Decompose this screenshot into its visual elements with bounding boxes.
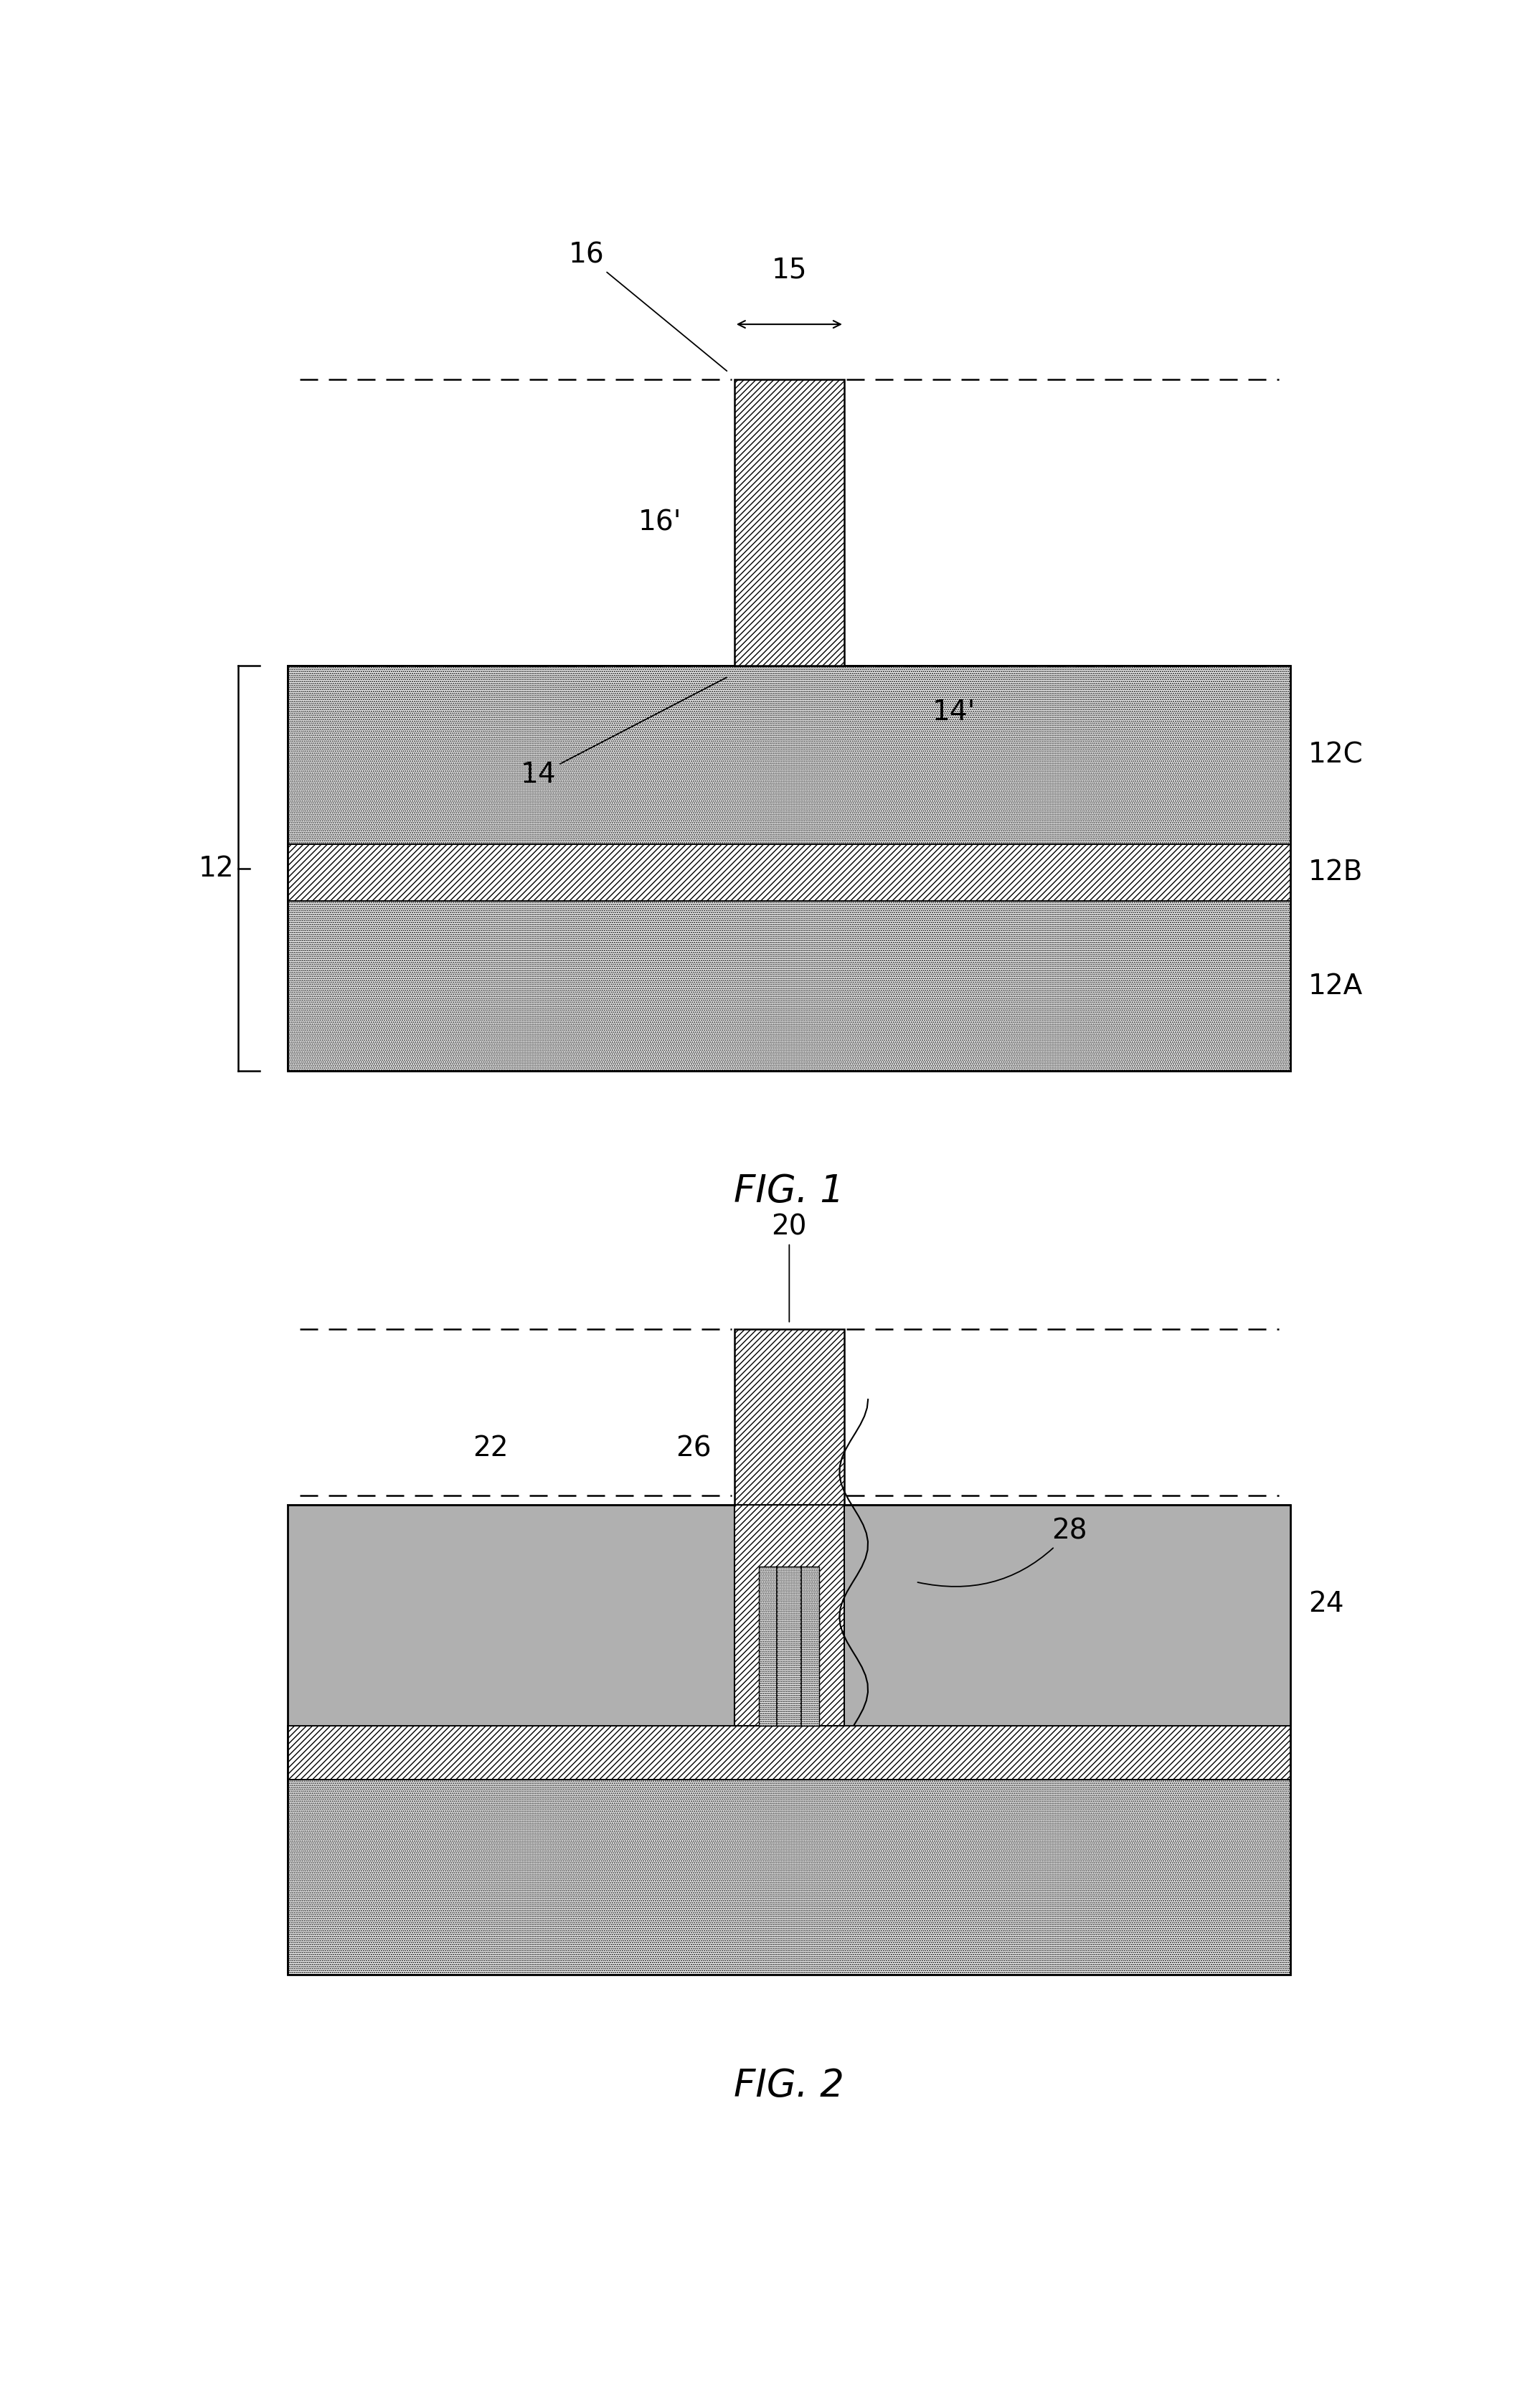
Text: 28: 28 [918, 1518, 1087, 1585]
Bar [288, 666, 1291, 843]
Text: 14': 14' [932, 699, 976, 726]
Bar [288, 1724, 1291, 1779]
Text: 26: 26 [676, 1435, 711, 1461]
Text: 14: 14 [521, 678, 727, 788]
Text: 12: 12 [199, 855, 234, 881]
Text: 16': 16' [639, 508, 682, 536]
Text: 24: 24 [1309, 1590, 1344, 1617]
Text: 15: 15 [772, 256, 807, 283]
Bar [735, 1504, 844, 1724]
Bar [288, 1504, 1291, 1976]
Bar [735, 378, 844, 666]
Bar [288, 901, 1291, 1071]
Bar [735, 1329, 844, 1504]
Bar [288, 843, 1291, 901]
Text: 22: 22 [473, 1435, 508, 1461]
Text: 12C: 12C [1309, 740, 1363, 769]
Bar [288, 666, 1291, 1071]
Text: FIG. 1: FIG. 1 [735, 1174, 844, 1209]
Text: 12B: 12B [1309, 860, 1363, 886]
Bar [288, 1779, 1291, 1976]
Text: 20: 20 [772, 1214, 807, 1322]
Text: 12A: 12A [1309, 972, 1363, 999]
Text: 16: 16 [568, 242, 727, 371]
Text: FIG. 2: FIG. 2 [735, 2067, 844, 2105]
Bar [759, 1566, 819, 1724]
Bar [288, 1504, 735, 1724]
Bar [844, 1504, 1291, 1724]
